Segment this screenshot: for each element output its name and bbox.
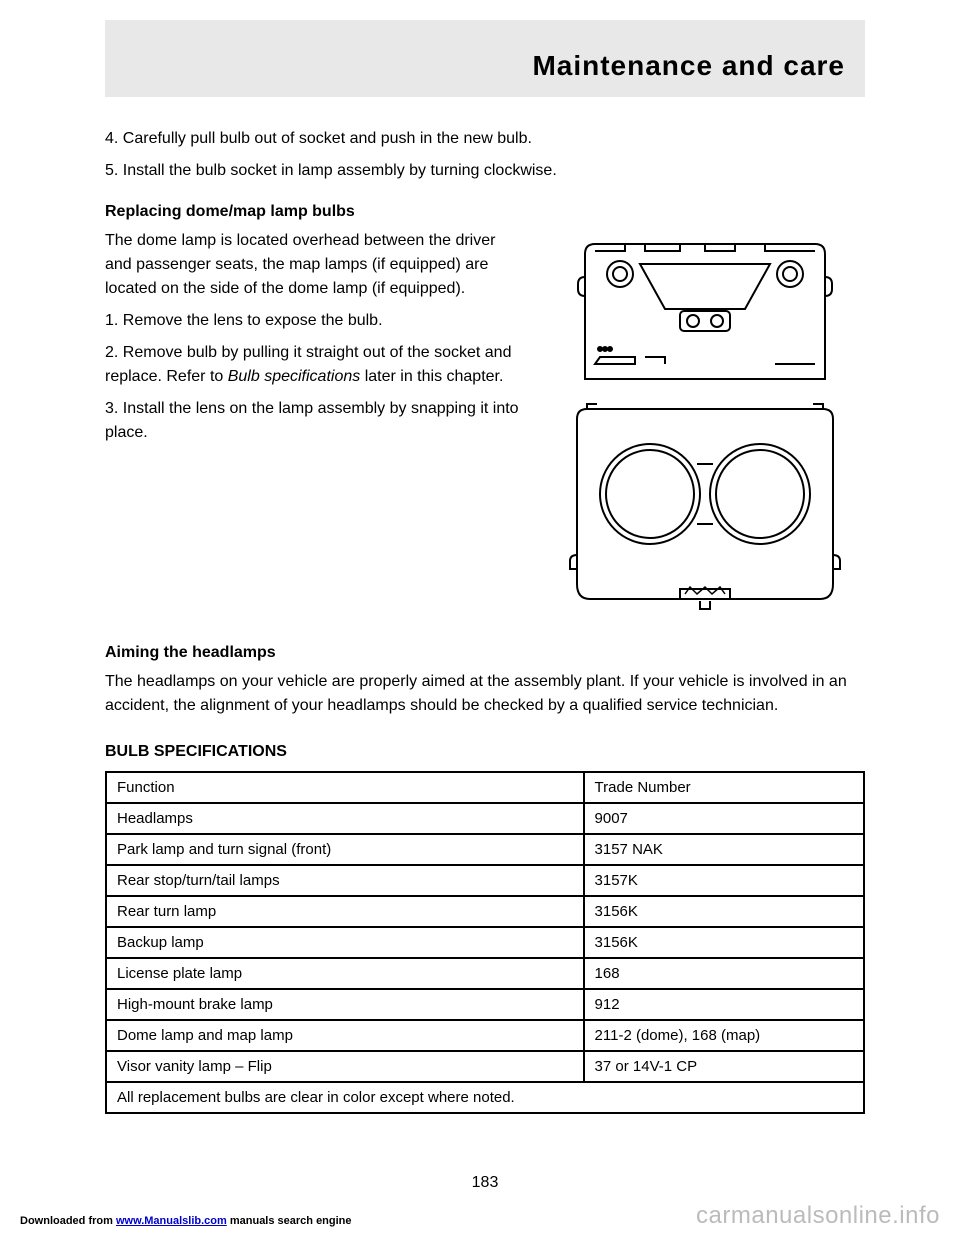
diagram-column — [545, 229, 865, 624]
bulb-spec-table: Function Trade Number Headlamps 9007 Par… — [105, 771, 865, 1114]
step2-italic: Bulb specifications — [228, 368, 361, 385]
page-title: Maintenance and care — [125, 50, 845, 82]
cell-num: 168 — [584, 958, 864, 989]
cell-func: High-mount brake lamp — [106, 989, 584, 1020]
maplamp-heading: Replacing dome/map lamp bulbs — [105, 203, 865, 221]
aiming-body: The headlamps on your vehicle are proper… — [105, 670, 865, 718]
table-row: Rear stop/turn/tail lamps 3157K — [106, 865, 864, 896]
table-footer-note: All replacement bulbs are clear in color… — [106, 1082, 864, 1113]
cell-num: 3156K — [584, 896, 864, 927]
step-5-text: 5. Install the bulb socket in lamp assem… — [105, 159, 865, 183]
content-row: The dome lamp is located overhead betwee… — [105, 229, 865, 624]
footer-left: Downloaded from www.Manualslib.com manua… — [20, 1215, 352, 1227]
cell-func: Backup lamp — [106, 927, 584, 958]
step2-part-b: later in this chapter. — [360, 368, 503, 385]
col-header-number: Trade Number — [584, 772, 864, 803]
table-row: Backup lamp 3156K — [106, 927, 864, 958]
step-4-text: 4. Carefully pull bulb out of socket and… — [105, 127, 865, 151]
maplamp-step2: 2. Remove bulb by pulling it straight ou… — [105, 341, 525, 389]
header-bar: Maintenance and care — [105, 20, 865, 97]
cell-func: Rear stop/turn/tail lamps — [106, 865, 584, 896]
cell-num: 3157K — [584, 865, 864, 896]
table-footer-row: All replacement bulbs are clear in color… — [106, 1082, 864, 1113]
table-row: Dome lamp and map lamp 211-2 (dome), 168… — [106, 1020, 864, 1051]
table-row: Visor vanity lamp – Flip 37 or 14V-1 CP — [106, 1051, 864, 1082]
page-number: 183 — [105, 1174, 865, 1192]
dome-lamp-diagram — [545, 229, 865, 619]
cell-func: Rear turn lamp — [106, 896, 584, 927]
footer-prefix: Downloaded from — [20, 1215, 116, 1227]
maplamp-step3: 3. Install the lens on the lamp assembly… — [105, 397, 525, 445]
page-container: Maintenance and care 4. Carefully pull b… — [0, 0, 960, 1242]
table-row: Park lamp and turn signal (front) 3157 N… — [106, 834, 864, 865]
footer-suffix: manuals search engine — [227, 1215, 352, 1227]
cell-num: 912 — [584, 989, 864, 1020]
text-column: The dome lamp is located overhead betwee… — [105, 229, 525, 624]
table-row: Rear turn lamp 3156K — [106, 896, 864, 927]
cell-func: Visor vanity lamp – Flip — [106, 1051, 584, 1082]
cell-func: License plate lamp — [106, 958, 584, 989]
cell-num: 9007 — [584, 803, 864, 834]
bulbspec-heading: BULB SPECIFICATIONS — [105, 743, 865, 761]
cell-num: 211-2 (dome), 168 (map) — [584, 1020, 864, 1051]
table-header-row: Function Trade Number — [106, 772, 864, 803]
maplamp-intro: The dome lamp is located overhead betwee… — [105, 229, 525, 301]
table-row: License plate lamp 168 — [106, 958, 864, 989]
footer-link[interactable]: www.Manualslib.com — [116, 1215, 227, 1227]
aiming-heading: Aiming the headlamps — [105, 644, 865, 662]
cell-func: Park lamp and turn signal (front) — [106, 834, 584, 865]
maplamp-step1: 1. Remove the lens to expose the bulb. — [105, 309, 525, 333]
col-header-function: Function — [106, 772, 584, 803]
cell-num: 3157 NAK — [584, 834, 864, 865]
cell-num: 37 or 14V-1 CP — [584, 1051, 864, 1082]
footer-watermark: carmanualsonline.info — [696, 1202, 940, 1230]
cell-num: 3156K — [584, 927, 864, 958]
cell-func: Dome lamp and map lamp — [106, 1020, 584, 1051]
table-row: High-mount brake lamp 912 — [106, 989, 864, 1020]
cell-func: Headlamps — [106, 803, 584, 834]
table-row: Headlamps 9007 — [106, 803, 864, 834]
